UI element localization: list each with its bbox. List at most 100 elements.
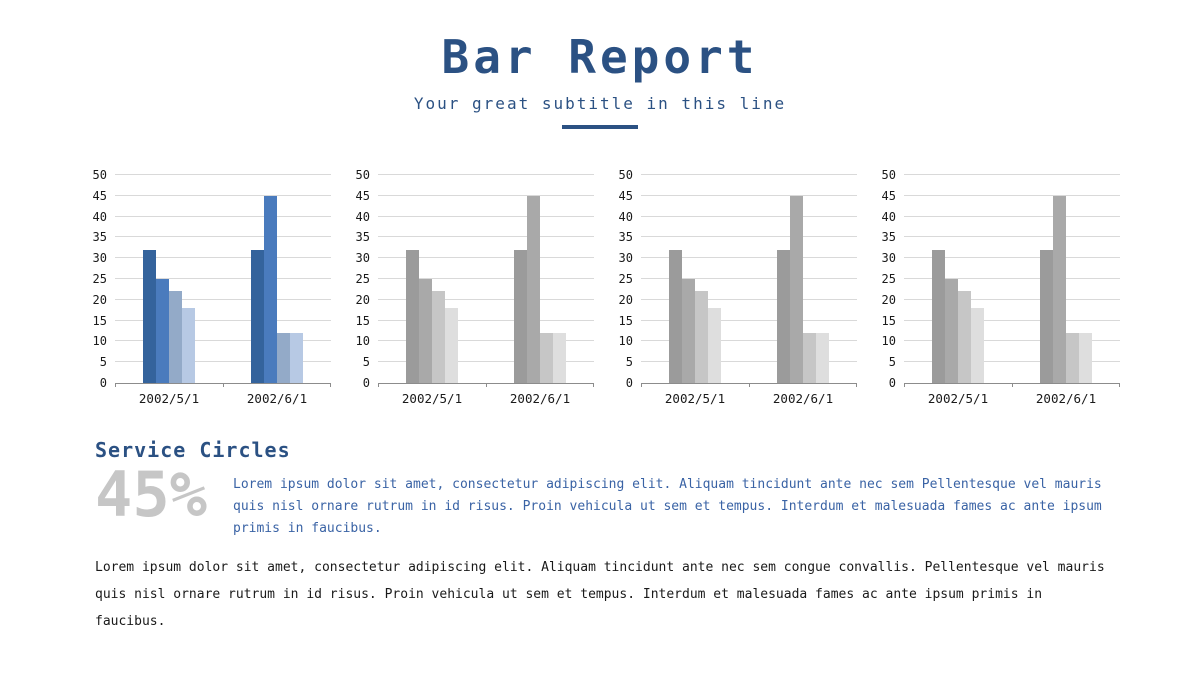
bar	[445, 308, 458, 383]
x-category-label: 2002/6/1	[1035, 391, 1097, 406]
y-tick-label: 30	[881, 251, 896, 266]
percent-value: 45%	[95, 458, 207, 531]
gridline	[378, 319, 594, 321]
bar-chart-blue: 0 5 10 15 20 25 30 35 40 45 50 2002/5/1 2002/6/1	[85, 169, 331, 406]
bar-chart-gray-1: 0 5 10 15 20 25 30 35 40 45 50 2002/5/1 2002/6/1	[348, 169, 594, 406]
y-axis: 0 5 10 15 20 25 30 35 40 45 50	[85, 169, 115, 389]
gridline	[115, 298, 331, 300]
bar	[514, 249, 527, 383]
y-tick-label: 35	[355, 230, 370, 245]
gridline	[904, 194, 1120, 196]
axis-tick	[330, 383, 331, 387]
bar	[156, 279, 169, 383]
gridline	[115, 215, 331, 217]
axis-tick	[641, 383, 642, 387]
y-tick-label: 25	[881, 272, 896, 286]
bar-group	[486, 175, 594, 383]
gridline	[641, 194, 857, 196]
y-tick-label: 5	[888, 355, 896, 370]
axis-tick	[593, 383, 594, 387]
bar	[406, 249, 419, 383]
bar-group	[223, 175, 331, 383]
y-axis: 0 5 10 15 20 25 30 35 40 45 50	[874, 169, 904, 389]
bar	[1040, 249, 1053, 383]
page-title: Bar Report	[441, 30, 759, 84]
y-tick-label: 20	[618, 292, 633, 307]
y-tick-label: 5	[625, 355, 633, 370]
bar-group	[115, 175, 223, 383]
y-tick-label: 40	[618, 209, 633, 224]
bar-group	[904, 175, 1012, 383]
gridline	[115, 361, 331, 363]
gridline	[904, 340, 1120, 342]
x-category-label: 2002/6/1	[509, 391, 571, 406]
axis-tick	[1119, 383, 1120, 387]
y-tick-label: 5	[99, 355, 107, 370]
x-axis-labels: 2002/5/1 2002/6/1	[378, 383, 594, 406]
axis-tick	[115, 383, 116, 387]
y-tick-label: 25	[355, 272, 370, 286]
axis-tick	[904, 383, 905, 387]
bar	[277, 333, 290, 383]
blue-paragraph: Lorem ipsum dolor sit amet, consectetur …	[233, 477, 1102, 536]
gridline	[115, 236, 331, 238]
y-tick-label: 10	[618, 334, 633, 349]
y-tick-label: 40	[355, 209, 370, 224]
y-tick-label: 35	[881, 230, 896, 245]
bar	[932, 249, 945, 383]
plot-area	[904, 174, 1120, 387]
axis-tick	[1012, 383, 1013, 387]
bar	[682, 279, 695, 383]
bar	[251, 249, 264, 383]
y-tick-label: 0	[625, 376, 633, 390]
bar	[169, 291, 182, 383]
bar	[945, 279, 958, 383]
gridline	[378, 361, 594, 363]
y-tick-label: 45	[881, 188, 896, 203]
x-category-label: 2002/5/1	[664, 391, 726, 406]
bar	[432, 291, 445, 383]
gridline	[115, 319, 331, 321]
y-tick-label: 20	[355, 292, 370, 307]
x-category-label: 2002/6/1	[246, 391, 308, 406]
bar	[708, 308, 721, 383]
x-axis-labels: 2002/5/1 2002/6/1	[904, 383, 1120, 406]
axis-tick	[856, 383, 857, 387]
gridline	[904, 257, 1120, 259]
y-tick-label: 45	[355, 188, 370, 203]
x-category-label: 2002/6/1	[772, 391, 834, 406]
bar	[971, 308, 984, 383]
y-tick-label: 35	[618, 230, 633, 245]
bar-chart-gray-2: 0 5 10 15 20 25 30 35 40 45 50 2002/5/1 2002/6/1	[611, 169, 857, 406]
y-tick-label: 0	[362, 376, 370, 390]
gridline	[904, 361, 1120, 363]
stats-body: 45% Lorem ipsum dolor sit amet, consecte…	[95, 464, 1110, 540]
y-tick-label: 5	[362, 355, 370, 370]
gridline	[641, 340, 857, 342]
y-tick-label: 20	[881, 292, 896, 307]
gridline	[378, 257, 594, 259]
y-tick-label: 30	[355, 251, 370, 266]
gridline	[641, 236, 857, 238]
gridline	[378, 215, 594, 217]
plot-area	[641, 174, 857, 387]
gridline	[641, 174, 857, 175]
bar-group	[378, 175, 486, 383]
y-tick-label: 10	[92, 334, 107, 349]
axis-tick	[378, 383, 379, 387]
gridline	[641, 361, 857, 363]
x-axis-labels: 2002/5/1 2002/6/1	[115, 383, 331, 406]
bar	[527, 195, 540, 383]
y-tick-label: 0	[99, 376, 107, 390]
y-tick-label: 10	[355, 334, 370, 349]
x-category-label: 2002/5/1	[401, 391, 463, 406]
gridline	[115, 340, 331, 342]
axis-tick	[223, 383, 224, 387]
y-tick-label: 45	[92, 188, 107, 203]
y-tick-label: 25	[618, 272, 633, 286]
gridline	[378, 194, 594, 196]
gridline	[641, 319, 857, 321]
y-tick-label: 50	[92, 168, 107, 182]
gridline	[641, 278, 857, 279]
